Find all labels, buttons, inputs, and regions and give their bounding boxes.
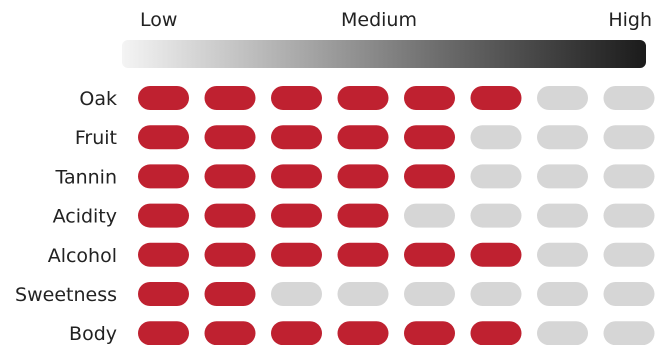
scale-high-label: High	[608, 9, 652, 31]
level-pill-tannin-6-empty	[470, 164, 522, 189]
level-pill-body-6-filled	[470, 321, 522, 345]
row-label-fruit: Fruit	[75, 127, 117, 149]
scale-medium-label: Medium	[341, 9, 417, 31]
level-pill-tannin-1-filled	[138, 164, 189, 189]
level-pill-acidity-7-empty	[537, 203, 588, 228]
level-pill-fruit-8-empty	[603, 125, 655, 150]
level-pill-tannin-2-filled	[204, 164, 256, 189]
level-pill-alcohol-6-filled	[470, 242, 522, 267]
level-pill-sweetness-4-empty	[337, 282, 389, 306]
level-pill-fruit-4-filled	[337, 125, 389, 150]
level-pill-oak-3-filled	[271, 86, 322, 110]
level-pill-alcohol-3-filled	[271, 242, 322, 267]
level-pill-oak-5-filled	[404, 86, 455, 110]
level-pill-tannin-7-empty	[537, 164, 588, 189]
level-pill-sweetness-1-filled	[138, 282, 189, 306]
level-pill-alcohol-4-filled	[337, 242, 389, 267]
level-pill-alcohol-1-filled	[138, 242, 189, 267]
level-pill-body-3-filled	[271, 321, 322, 345]
row-label-acidity: Acidity	[53, 206, 117, 228]
row-label-sweetness: Sweetness	[15, 284, 117, 306]
level-pill-fruit-6-empty	[470, 125, 522, 150]
level-pill-tannin-8-empty	[603, 164, 655, 189]
level-pill-tannin-4-filled	[337, 164, 389, 189]
level-pill-sweetness-6-empty	[470, 282, 522, 306]
level-pill-body-1-filled	[138, 321, 189, 345]
level-pill-alcohol-7-empty	[537, 242, 588, 267]
level-pill-alcohol-2-filled	[204, 242, 256, 267]
level-pill-sweetness-2-filled	[204, 282, 256, 306]
level-pill-body-7-empty	[537, 321, 588, 345]
level-pill-oak-8-empty	[603, 86, 655, 110]
row-label-oak: Oak	[79, 88, 117, 110]
level-pill-tannin-3-filled	[271, 164, 322, 189]
level-pill-body-5-filled	[404, 321, 455, 345]
intensity-gradient-bar	[122, 40, 646, 68]
level-pill-oak-1-filled	[138, 86, 189, 110]
row-label-alcohol: Alcohol	[48, 245, 117, 267]
level-pill-oak-6-filled	[470, 86, 522, 110]
level-pill-acidity-3-filled	[271, 203, 322, 228]
level-pill-oak-2-filled	[204, 86, 256, 110]
level-pill-body-4-filled	[337, 321, 389, 345]
level-pill-fruit-2-filled	[204, 125, 256, 150]
level-pill-acidity-8-empty	[603, 203, 655, 228]
level-pill-body-8-empty	[603, 321, 655, 345]
level-pill-acidity-1-filled	[138, 203, 189, 228]
level-pill-sweetness-8-empty	[603, 282, 655, 306]
level-pill-acidity-2-filled	[204, 203, 256, 228]
row-label-body: Body	[69, 323, 117, 345]
level-pill-acidity-5-empty	[404, 203, 455, 228]
level-pill-acidity-6-empty	[470, 203, 522, 228]
level-pill-alcohol-5-filled	[404, 242, 455, 267]
level-pill-tannin-5-filled	[404, 164, 455, 189]
level-pill-fruit-3-filled	[271, 125, 322, 150]
scale-low-label: Low	[140, 9, 178, 31]
level-pill-fruit-7-empty	[537, 125, 588, 150]
level-pill-fruit-1-filled	[138, 125, 189, 150]
level-pill-body-2-filled	[204, 321, 256, 345]
level-pill-acidity-4-filled	[337, 203, 389, 228]
level-pill-sweetness-7-empty	[537, 282, 588, 306]
level-pill-oak-4-filled	[337, 86, 389, 110]
level-pill-alcohol-8-empty	[603, 242, 655, 267]
row-label-tannin: Tannin	[54, 166, 117, 188]
level-pill-sweetness-5-empty	[404, 282, 455, 306]
level-pill-sweetness-3-empty	[271, 282, 322, 306]
level-pill-fruit-5-filled	[404, 125, 455, 150]
level-pill-oak-7-empty	[537, 86, 588, 110]
